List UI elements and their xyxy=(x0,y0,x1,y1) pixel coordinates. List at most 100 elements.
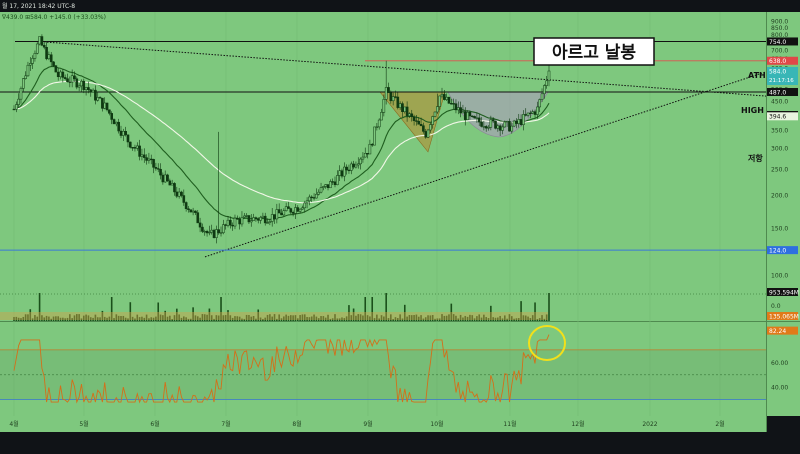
candle-body xyxy=(35,43,39,54)
price-tick-label: 450.0 xyxy=(771,99,788,106)
candle-body xyxy=(477,117,481,123)
candle-body xyxy=(345,166,348,171)
candle-body xyxy=(415,120,418,122)
volume-bar xyxy=(401,318,404,321)
volume-bar xyxy=(431,315,434,321)
volume-bar xyxy=(380,315,383,321)
volume-bar xyxy=(127,318,129,321)
volume-bar xyxy=(462,317,464,321)
candle-body xyxy=(459,107,462,114)
volume-bar xyxy=(317,318,320,321)
candle-body xyxy=(254,217,258,220)
candle-body xyxy=(242,215,246,218)
candle-body xyxy=(156,168,160,170)
volume-bar xyxy=(417,316,420,321)
candle-body xyxy=(529,112,532,115)
candle-body xyxy=(135,145,139,149)
volume-bar xyxy=(231,317,234,321)
volume-bar xyxy=(34,315,36,321)
high-label: HIGH xyxy=(741,106,764,115)
volume-bar xyxy=(196,316,199,321)
candle-body xyxy=(517,119,521,124)
candle-body xyxy=(287,206,290,209)
volume-bar xyxy=(501,318,504,321)
candle-body xyxy=(94,89,97,101)
candle-body xyxy=(445,96,448,100)
candle-body xyxy=(473,116,476,119)
volume-bar xyxy=(485,317,487,321)
volume-bar xyxy=(397,318,399,321)
candle-body xyxy=(310,196,314,199)
volume-bar xyxy=(50,318,53,321)
candle-body xyxy=(326,184,330,189)
time-axis[interactable] xyxy=(0,416,766,432)
candle-body xyxy=(333,181,337,186)
candle-body xyxy=(215,229,218,238)
candle-body xyxy=(324,184,327,187)
volume-bar xyxy=(264,317,267,321)
volume-bar xyxy=(301,314,304,321)
candle-body xyxy=(238,219,241,225)
candle-body xyxy=(403,106,407,112)
volume-bar xyxy=(383,316,385,321)
volume-bar xyxy=(180,317,183,321)
volume-bar xyxy=(527,316,529,321)
candle-body xyxy=(177,191,181,197)
candle-body xyxy=(475,117,479,119)
volume-bar xyxy=(24,314,27,321)
candle-body xyxy=(387,87,390,93)
candle-body xyxy=(275,209,279,220)
volume-bar xyxy=(515,318,518,321)
volume-bar xyxy=(238,316,241,321)
time-tick-label: 11월 xyxy=(503,420,516,428)
candle-body xyxy=(245,215,248,217)
candle-body xyxy=(315,193,318,199)
volume-bar xyxy=(296,318,299,321)
volume-bar xyxy=(324,317,327,321)
volume-bar xyxy=(366,315,369,321)
candle-body xyxy=(377,119,381,128)
candle-body xyxy=(447,96,451,104)
volume-bar xyxy=(31,318,34,321)
candle-body xyxy=(522,114,525,125)
candle-body xyxy=(112,119,116,125)
volume-bar xyxy=(82,315,85,321)
candle-body xyxy=(480,121,483,127)
candle-body xyxy=(401,103,404,112)
volume-bar xyxy=(308,317,311,321)
candle-body xyxy=(347,169,351,172)
candle-body xyxy=(168,180,172,186)
volume-bar xyxy=(64,318,66,321)
candle-body xyxy=(73,75,76,80)
candle-body xyxy=(28,63,32,66)
candle-body xyxy=(270,214,274,222)
candle-body xyxy=(438,95,441,107)
volume-bar xyxy=(303,314,306,321)
candle-body xyxy=(268,221,272,223)
candle-body xyxy=(280,212,283,216)
candle-body xyxy=(17,98,20,105)
candle-body xyxy=(396,96,400,108)
price-badge-text: 487.0 xyxy=(769,89,786,96)
volume-bar xyxy=(413,315,415,321)
candle-body xyxy=(145,157,148,161)
candle-body xyxy=(138,145,141,157)
candle-body xyxy=(494,121,497,129)
volume-bar xyxy=(269,314,271,321)
volume-bar xyxy=(459,314,462,321)
volume-bar xyxy=(517,318,520,321)
price-tick-label: 250.0 xyxy=(771,167,788,174)
price-tick-label: 300.0 xyxy=(771,146,788,153)
volume-bar xyxy=(336,318,339,321)
candle-body xyxy=(508,121,511,132)
candle-body xyxy=(210,229,214,233)
volume-bar xyxy=(229,315,232,321)
volume-bar xyxy=(262,318,264,321)
candle-body xyxy=(259,217,262,221)
volume-bar xyxy=(408,315,411,321)
candle-body xyxy=(219,232,223,234)
price-badges: 754.0638.0584.021:17:16487.0399.1394.612… xyxy=(767,37,799,335)
volume-bar xyxy=(373,318,376,321)
candle-body xyxy=(233,217,237,227)
